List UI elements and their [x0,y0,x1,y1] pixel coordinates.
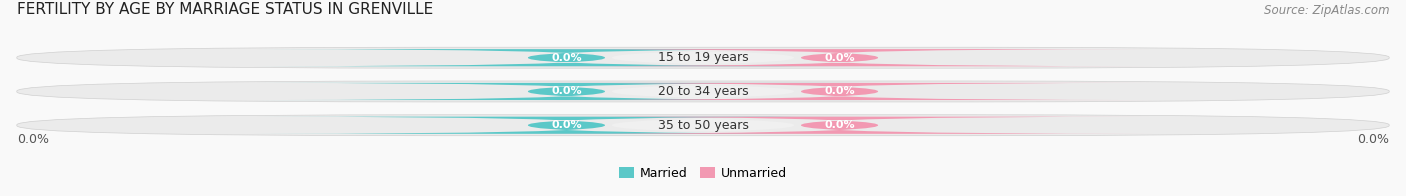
Text: 0.0%: 0.0% [17,133,49,146]
Legend: Married, Unmarried: Married, Unmarried [613,162,793,185]
Text: 0.0%: 0.0% [551,120,582,130]
FancyBboxPatch shape [17,81,1389,102]
FancyBboxPatch shape [444,49,962,66]
FancyBboxPatch shape [527,49,1152,66]
FancyBboxPatch shape [254,49,879,66]
Text: 0.0%: 0.0% [1357,133,1389,146]
FancyBboxPatch shape [444,83,962,100]
FancyBboxPatch shape [17,115,1389,136]
FancyBboxPatch shape [17,47,1389,68]
FancyBboxPatch shape [444,117,962,134]
Text: Source: ZipAtlas.com: Source: ZipAtlas.com [1264,4,1389,17]
FancyBboxPatch shape [254,117,879,134]
Text: 0.0%: 0.0% [551,86,582,96]
Text: 35 to 50 years: 35 to 50 years [658,119,748,132]
Text: 0.0%: 0.0% [824,86,855,96]
FancyBboxPatch shape [254,83,879,100]
Text: 0.0%: 0.0% [551,53,582,63]
Text: 20 to 34 years: 20 to 34 years [658,85,748,98]
Text: 0.0%: 0.0% [824,120,855,130]
Text: FERTILITY BY AGE BY MARRIAGE STATUS IN GRENVILLE: FERTILITY BY AGE BY MARRIAGE STATUS IN G… [17,2,433,17]
Text: 15 to 19 years: 15 to 19 years [658,51,748,64]
FancyBboxPatch shape [527,83,1152,100]
Text: 0.0%: 0.0% [824,53,855,63]
FancyBboxPatch shape [527,117,1152,134]
